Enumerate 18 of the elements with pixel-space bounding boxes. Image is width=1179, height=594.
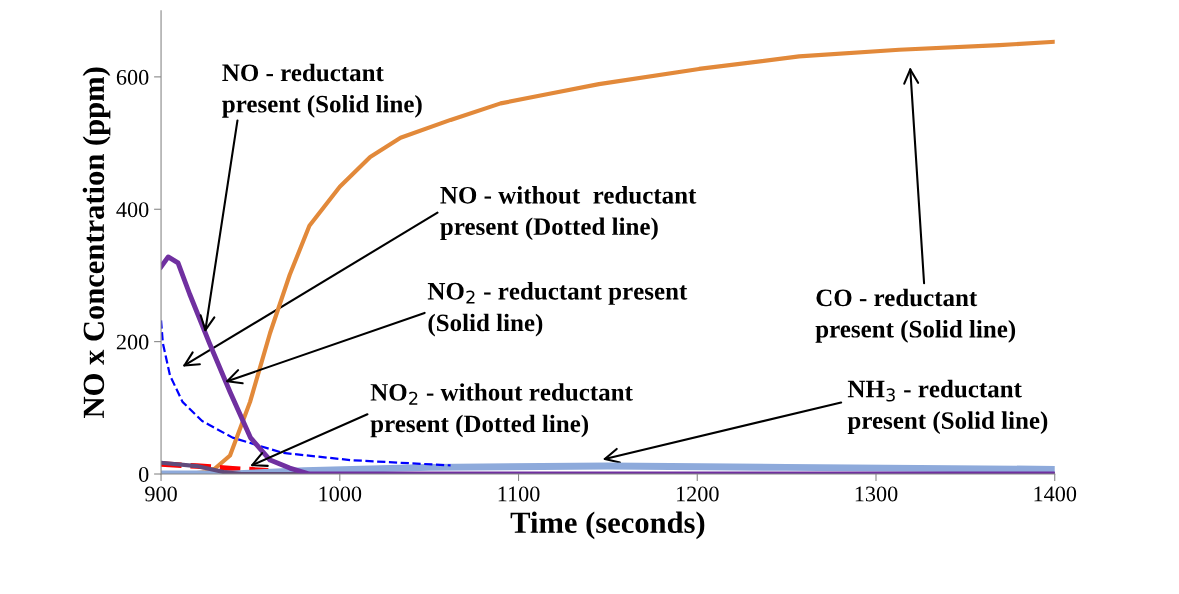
annotation: NO - without reductant present (Dotted line) xyxy=(440,186,697,241)
x-tick-label: 1200 xyxy=(676,486,719,502)
x-axis-title: Time (seconds) xyxy=(510,511,705,540)
x-tick-label: 1100 xyxy=(498,486,540,502)
annotation: NO$_{2}$ - without reductant present (Dotted line) xyxy=(370,383,633,438)
x-tick-label: 1000 xyxy=(319,486,362,502)
x-tick-label: 1400 xyxy=(1034,486,1077,502)
y-tick-label: 400 xyxy=(116,202,149,218)
annotation: NO$_{2}$ - reductant present (Solid line) xyxy=(427,282,688,337)
annotation: NO - reductant present (Solid line) xyxy=(222,63,422,118)
y-tick-label: 0 xyxy=(138,466,149,482)
x-tick-label: 900 xyxy=(145,486,177,502)
y-tick-label: 200 xyxy=(116,334,149,350)
annotation: NH$_{3}$ - reductant present (Solid line) xyxy=(847,379,1048,435)
x-tick-label: 1300 xyxy=(855,486,898,502)
annotation: CO - reductant present (Solid line) xyxy=(815,288,1016,343)
y-axis-title: NO x Concentration (ppm) xyxy=(82,67,111,418)
y-tick-label: 600 xyxy=(116,69,149,85)
